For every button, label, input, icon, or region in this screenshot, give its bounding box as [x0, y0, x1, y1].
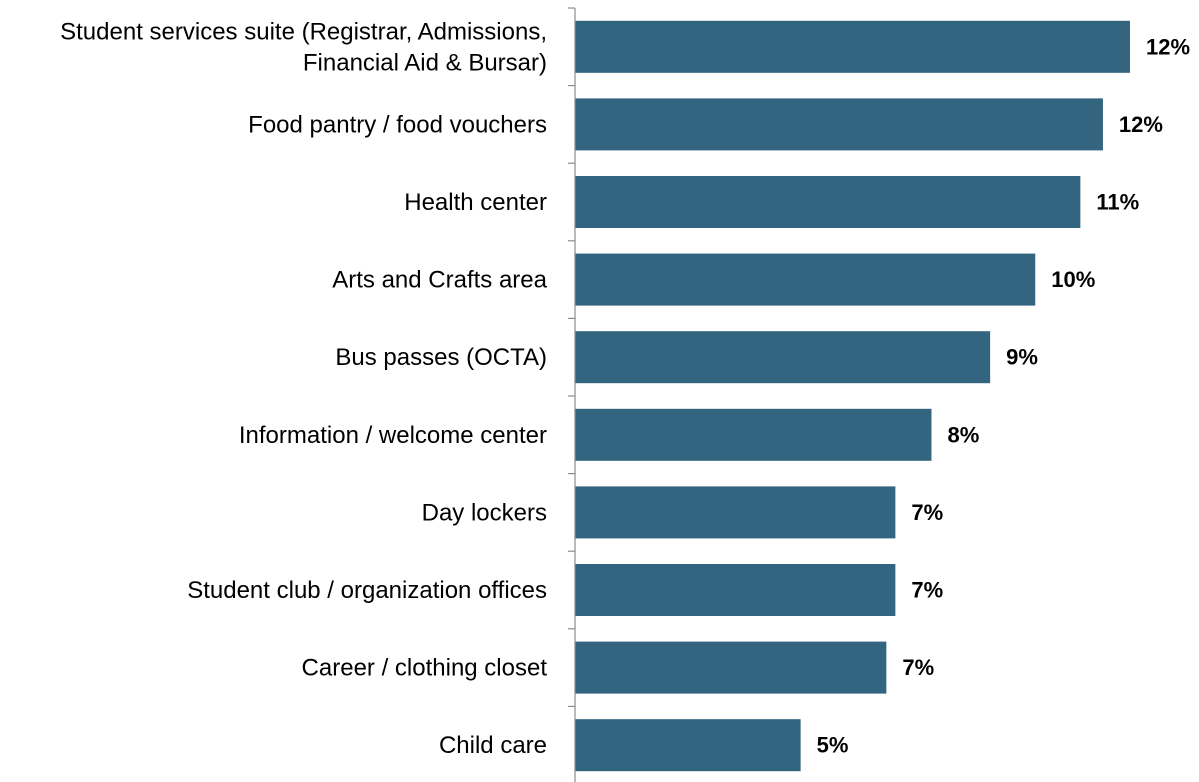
data-label: 11%: [1096, 190, 1139, 215]
bar: [575, 564, 896, 616]
data-label: 8%: [947, 422, 979, 447]
category-label: Arts and Crafts area: [332, 266, 547, 293]
data-label: 12%: [1119, 112, 1163, 137]
bar: [575, 331, 991, 384]
bar: [575, 20, 1130, 73]
data-label: 7%: [911, 500, 943, 525]
bar: [575, 719, 801, 772]
bar: [575, 253, 1036, 306]
value-labels: 12% 12% 11% 10% 9% 8% 7% 7% 7% 5%: [817, 34, 1190, 757]
data-label: 5%: [817, 733, 849, 758]
category-labels: Student services suite (Registrar, Admis…: [60, 18, 548, 759]
category-label: Student services suite (Registrar, Admis…: [60, 18, 547, 76]
bar: [575, 176, 1081, 228]
y-axis: [568, 7, 576, 782]
category-label: Student club / organization offices: [187, 577, 547, 604]
data-label: 12%: [1146, 34, 1190, 59]
category-label: Information / welcome center: [239, 421, 547, 448]
bar: [575, 641, 887, 694]
data-label: 10%: [1051, 267, 1095, 292]
category-label: Health center: [404, 189, 547, 216]
data-label: 9%: [1006, 345, 1038, 370]
category-label: Career / clothing closet: [302, 654, 548, 681]
data-label: 7%: [911, 578, 943, 603]
bar: [575, 98, 1103, 151]
data-label: 7%: [902, 655, 934, 680]
category-label: Food pantry / food vouchers: [248, 111, 547, 138]
category-label: Child care: [439, 732, 547, 759]
bars-layer: [575, 20, 1130, 772]
category-label: Day lockers: [422, 499, 547, 526]
category-label: Bus passes (OCTA): [335, 344, 547, 371]
bar: [575, 408, 932, 461]
bar: [575, 486, 896, 539]
